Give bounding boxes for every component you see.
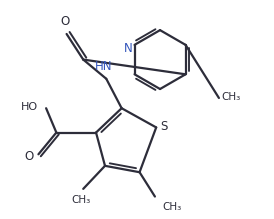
Text: CH₃: CH₃ xyxy=(162,202,182,212)
Text: HN: HN xyxy=(95,60,112,73)
Text: CH₃: CH₃ xyxy=(71,195,90,205)
Text: S: S xyxy=(161,120,168,133)
Text: HO: HO xyxy=(21,102,38,112)
Text: CH₃: CH₃ xyxy=(221,92,240,102)
Text: N: N xyxy=(124,42,133,55)
Text: O: O xyxy=(24,150,33,163)
Text: O: O xyxy=(61,15,70,28)
